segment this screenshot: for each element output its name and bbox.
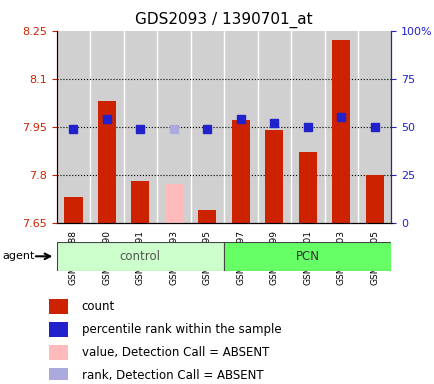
Bar	[257, 31, 290, 223]
Bar	[231, 120, 250, 223]
Bar	[49, 368, 68, 383]
Bar	[298, 152, 316, 223]
Bar	[49, 322, 68, 337]
Bar	[264, 130, 283, 223]
Bar	[197, 210, 216, 223]
Bar	[290, 31, 324, 223]
Bar	[56, 31, 90, 223]
Bar	[157, 31, 190, 223]
Bar	[49, 345, 68, 360]
Text: rank, Detection Call = ABSENT: rank, Detection Call = ABSENT	[82, 369, 263, 382]
Bar	[131, 181, 149, 223]
Text: value, Detection Call = ABSENT: value, Detection Call = ABSENT	[82, 346, 269, 359]
Bar	[324, 31, 357, 223]
Bar	[56, 242, 224, 271]
Bar	[164, 184, 183, 223]
Text: agent: agent	[2, 251, 34, 261]
Bar	[64, 197, 82, 223]
Text: percentile rank within the sample: percentile rank within the sample	[82, 323, 281, 336]
Bar	[357, 31, 391, 223]
Text: PCN: PCN	[295, 250, 319, 263]
Bar	[224, 242, 391, 271]
Bar	[90, 31, 123, 223]
Bar	[97, 101, 116, 223]
Bar	[49, 299, 68, 314]
Title: GDS2093 / 1390701_at: GDS2093 / 1390701_at	[135, 12, 312, 28]
Text: control: control	[119, 250, 161, 263]
Bar	[365, 175, 383, 223]
Bar	[331, 40, 350, 223]
Bar	[123, 31, 157, 223]
Bar	[224, 31, 257, 223]
Bar	[190, 31, 224, 223]
Text: count: count	[82, 300, 115, 313]
